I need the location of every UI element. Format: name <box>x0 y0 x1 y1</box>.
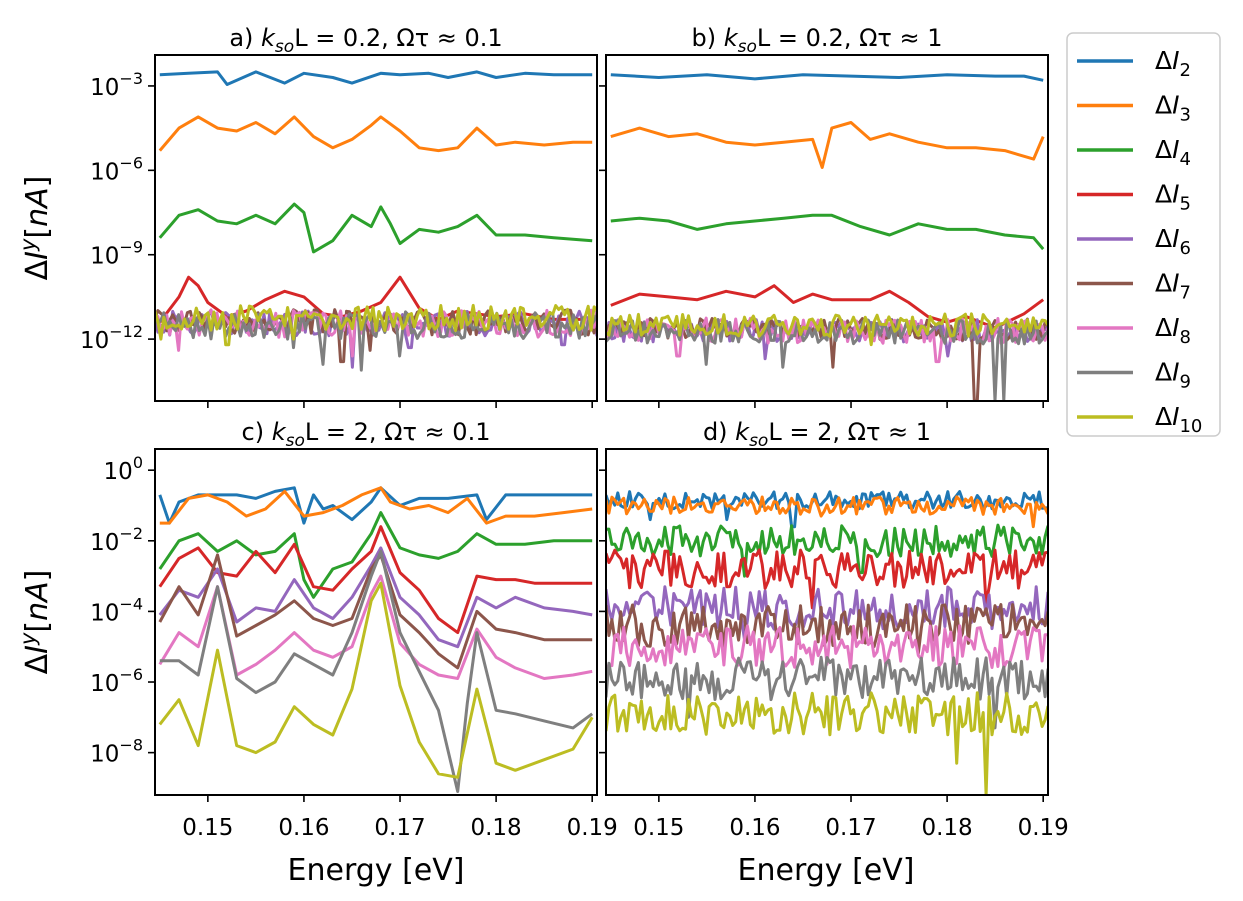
panel-c-xtick-label: 0.17 <box>374 815 425 841</box>
panel-b-title: b) ksoL = 0.2, Ωτ ≈ 1 <box>692 24 943 57</box>
panel-c-ytick-label: 10−2 <box>90 524 143 556</box>
legend-label-2: ΔI2 <box>1155 46 1191 81</box>
panel-a-ytick-label: 10−12 <box>80 322 143 354</box>
panel-b-line-ΔI4 <box>610 213 1045 251</box>
panel-d: 0.15 0.16 0.17 0.18 0.19 d) ksoL = 2, Ωτ ≈ 1 <box>599 418 1069 841</box>
panel-b-line-ΔI2 <box>610 73 1044 82</box>
panel-c-xtick-label: 0.19 <box>567 815 618 841</box>
panel-c-series <box>158 486 594 793</box>
panel-d-xtick-label: 0.18 <box>921 815 972 841</box>
panel-a-line-ΔI2 <box>159 70 593 86</box>
panel-d-title: d) ksoL = 2, Ωτ ≈ 1 <box>703 418 931 451</box>
panel-a-line-ΔI9 <box>155 310 597 372</box>
panel-c-ytick-label: 100 <box>104 453 143 485</box>
panel-a-ytick-label: 10−9 <box>90 238 143 270</box>
panel-c-line-ΔI7 <box>158 553 593 670</box>
panel-d-xtick-label: 0.19 <box>1018 815 1069 841</box>
y-axis-label-bottom: ΔIy[nA] <box>16 570 55 675</box>
panel-c-xtick-label: 0.15 <box>182 815 233 841</box>
panel-c-line-ΔI10 <box>158 581 594 779</box>
panel-c-ytick-label: 10−6 <box>90 665 143 697</box>
legend-label-8: ΔI8 <box>1155 313 1191 348</box>
x-axis-label-right: Energy [eV] <box>738 853 915 888</box>
panel-c-xtick-label: 0.16 <box>278 815 329 841</box>
legend: ΔI2 ΔI3 ΔI4 ΔI5 ΔI6 ΔI7 ΔI8 ΔI9 ΔI10 <box>1066 32 1221 437</box>
panel-c-line-ΔI9 <box>159 549 594 793</box>
panel-c-line-ΔI3 <box>159 486 593 525</box>
panel-d-xtick-label: 0.15 <box>633 815 684 841</box>
legend-label-4: ΔI4 <box>1155 135 1191 170</box>
panel-c-ytick-label: 10−4 <box>90 594 143 626</box>
panel-d-line-ΔI9 <box>606 655 1048 730</box>
panel-d-line-ΔI5 <box>606 548 1048 610</box>
y-axis-label-top: ΔIy[nA] <box>16 176 55 281</box>
panel-c: 100 10−2 10−4 10−6 10−8 0.15 0.16 0.17 0.18 0.19 c… <box>90 418 618 841</box>
x-axis-label-left: Energy [eV] <box>288 853 465 888</box>
panel-a-ytick-label: 10−3 <box>90 69 143 101</box>
panel-a-series <box>155 70 597 372</box>
panel-b-frame <box>605 54 1049 402</box>
panel-d-frame <box>605 448 1049 796</box>
panel-b-series <box>606 73 1048 401</box>
panel-c-ytick-label: 10−8 <box>90 736 143 768</box>
legend-label-10: ΔI10 <box>1155 402 1202 437</box>
panel-b-line-ΔI3 <box>610 121 1045 169</box>
legend-label-5: ΔI5 <box>1155 180 1191 215</box>
panel-d-line-ΔI7 <box>606 603 1048 656</box>
panel-c-line-ΔI5 <box>158 525 593 635</box>
panel-a-title: a) ksoL = 0.2, Ωτ ≈ 0.1 <box>229 24 502 57</box>
panel-c-title: c) ksoL = 2, Ωτ ≈ 0.1 <box>242 418 491 451</box>
panel-c-frame <box>154 448 598 796</box>
panel-a-ytick-label: 10−6 <box>90 153 143 185</box>
legend-label-9: ΔI9 <box>1155 358 1191 393</box>
panel-d-line-ΔI6 <box>606 585 1048 642</box>
panel-a-line-ΔI3 <box>158 115 593 153</box>
legend-frame <box>1066 32 1221 437</box>
panel-c-line-ΔI4 <box>158 511 593 599</box>
panel-b-line-ΔI10 <box>606 312 1048 347</box>
legend-label-6: ΔI6 <box>1155 224 1191 259</box>
panel-d-line-ΔI10 <box>606 691 1048 795</box>
panel-d-xtick-label: 0.17 <box>825 815 876 841</box>
panel-c-line-ΔI2 <box>158 486 593 525</box>
panel-b: b) ksoL = 0.2, Ωτ ≈ 1 <box>599 24 1049 408</box>
panel-d-xtick-label: 0.16 <box>729 815 780 841</box>
panel-a-line-ΔI10 <box>155 303 597 347</box>
panel-a-frame <box>154 54 598 402</box>
panel-c-xtick-label: 0.18 <box>470 815 521 841</box>
panel-d-series <box>606 490 1048 795</box>
panel-d-line-ΔI2 <box>606 490 1048 529</box>
legend-label-3: ΔI3 <box>1155 91 1191 126</box>
panel-a: 10−3 10−6 10−9 10−12 a) ksoL = 0.2, Ωτ ≈ 0.1 <box>80 24 598 408</box>
legend-label-7: ΔI7 <box>1155 269 1191 304</box>
panel-a-line-ΔI4 <box>158 202 593 254</box>
panel-d-line-ΔI3 <box>606 495 1048 529</box>
